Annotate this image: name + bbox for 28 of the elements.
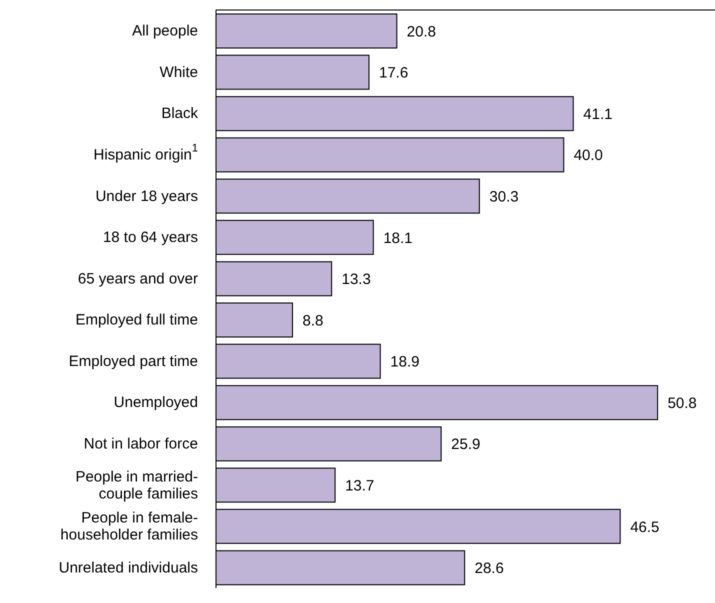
data-label: 28.6 [474, 560, 504, 578]
data-label: 13.7 [345, 477, 374, 494]
y-tick-label: People in female-householder families [60, 509, 198, 544]
y-tick-label: Unrelated individuals [58, 558, 198, 576]
data-label: 50.8 [668, 394, 697, 412]
data-label: 8.8 [302, 312, 324, 330]
y-tick-label: White [160, 63, 198, 80]
data-label: 17.6 [378, 64, 408, 82]
y-tick-label: Employed part time [68, 352, 198, 370]
data-label: 30.3 [489, 188, 519, 206]
data-label: 41.1 [583, 106, 612, 123]
y-tick-label: Hispanic origin$^{1}$ [93, 142, 198, 163]
y-tick-label: Not in labor force [84, 435, 198, 452]
data-label: 25.9 [451, 436, 480, 454]
y-tick-label: People in married-couple families [75, 468, 198, 502]
y-tick-label: All people [132, 22, 198, 40]
y-tick-label: Unemployed [114, 394, 198, 411]
data-label: 18.9 [390, 354, 420, 371]
y-tick-label: 18 to 64 years [102, 228, 198, 246]
y-tick-label: Black [161, 104, 198, 122]
y-tick-label: 65 years and over [78, 270, 198, 287]
y-tick-label: Employed full time [75, 311, 198, 328]
data-label: 46.5 [630, 518, 660, 536]
y-tick-label: Under 18 years [95, 187, 198, 204]
data-label: 40.0 [574, 147, 603, 164]
data-label: 18.1 [383, 230, 413, 247]
data-label: 20.8 [406, 23, 436, 40]
data-label: 13.3 [342, 271, 371, 288]
